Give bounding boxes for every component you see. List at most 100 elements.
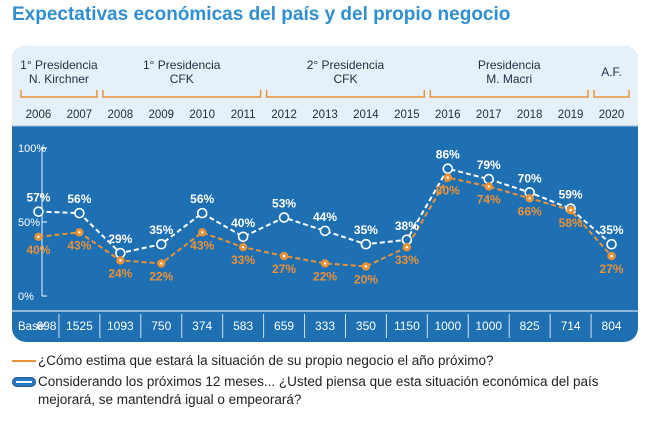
country-data-label: 29%	[108, 232, 132, 246]
base-value: 583	[233, 319, 253, 333]
country-data-label: 35%	[354, 223, 378, 237]
period-label: 1° Presidencia	[20, 58, 98, 72]
business-point-center	[37, 235, 40, 238]
country-data-label: 35%	[149, 223, 173, 237]
year-label: 2008	[108, 109, 134, 121]
business-data-label: 33%	[231, 253, 255, 267]
period-label: A.F.	[601, 65, 622, 79]
base-value: 659	[274, 319, 294, 333]
y-tick-label: 50%	[18, 217, 40, 229]
period-bracket	[102, 90, 262, 98]
base-value: 1093	[107, 319, 134, 333]
year-label: 2006	[26, 109, 52, 121]
business-point-center	[323, 262, 327, 265]
period-label: CFK	[170, 72, 194, 86]
base-value: 1525	[66, 319, 93, 333]
country-point	[74, 207, 85, 219]
white-line-swatch	[12, 377, 36, 387]
base-value: 698	[36, 319, 56, 333]
year-label: 2015	[394, 109, 420, 121]
business-data-label: 40%	[26, 243, 50, 257]
business-data-label: 58%	[559, 216, 583, 230]
country-data-label: 35%	[600, 223, 624, 237]
year-label: 2011	[231, 109, 256, 121]
country-point	[196, 207, 208, 219]
y-tick-label: 0%	[18, 291, 34, 303]
business-data-label: 33%	[395, 253, 419, 267]
country-point	[237, 231, 249, 243]
year-label: 2009	[148, 109, 174, 121]
country-data-label: 57%	[26, 191, 50, 205]
business-data-label: 22%	[149, 269, 173, 283]
business-point-center	[241, 245, 245, 249]
country-point	[319, 225, 331, 237]
business-point-center	[446, 176, 449, 179]
base-value: 1150	[394, 319, 420, 333]
country-data-label: 56%	[190, 192, 214, 206]
period-bracket	[265, 90, 426, 98]
business-data-label: 24%	[108, 266, 132, 280]
base-value: 333	[315, 319, 335, 333]
business-data-label: 74%	[477, 192, 501, 206]
country-point	[33, 206, 44, 217]
country-point	[115, 247, 126, 259]
business-data-label: 22%	[313, 269, 337, 283]
country-data-label: 59%	[559, 188, 583, 202]
year-label: 2010	[189, 109, 215, 121]
country-point	[155, 238, 167, 250]
business-point-center	[610, 254, 613, 258]
year-label: 2014	[353, 109, 379, 121]
business-data-label: 43%	[67, 238, 91, 252]
business-data-label: 27%	[600, 262, 624, 276]
business-series-line	[38, 176, 613, 268]
period-bracket	[429, 90, 589, 98]
country-data-label: 70%	[518, 171, 542, 185]
period-label: N. Kirchner	[29, 72, 89, 86]
period-label: Presidencia	[478, 58, 541, 72]
year-label: 2007	[67, 109, 93, 121]
business-point-center	[528, 197, 531, 200]
country-data-label: 56%	[67, 192, 91, 206]
country-data-label: 40%	[231, 216, 255, 230]
base-value: 750	[151, 319, 171, 333]
legend-label-country: Considerando los próximos 12 meses... ¿U…	[38, 374, 599, 407]
country-point	[442, 163, 454, 175]
business-point-center	[201, 231, 204, 234]
business-point-center	[78, 231, 81, 234]
period-label: M. Macri	[486, 72, 532, 86]
country-data-label: 44%	[313, 210, 337, 224]
orange-line-swatch	[12, 360, 36, 362]
base-value: 1000	[434, 319, 461, 333]
country-data-label: 79%	[477, 158, 501, 172]
country-data-label: 38%	[395, 219, 419, 233]
country-point	[606, 238, 617, 250]
business-point-center	[160, 262, 163, 265]
country-data-label: 86%	[436, 148, 460, 162]
base-value: 1000	[475, 319, 502, 333]
period-bracket	[20, 90, 98, 98]
business-data-label: 66%	[518, 204, 542, 218]
base-value: 374	[192, 319, 212, 333]
legend-label-business: ¿Cómo estima que estará la situación de …	[38, 353, 494, 368]
base-label: Base:	[18, 321, 47, 333]
country-point	[360, 238, 372, 250]
business-data-label: 80%	[436, 184, 460, 198]
business-point-center	[487, 185, 490, 188]
business-point-center	[569, 208, 572, 212]
country-point	[483, 173, 495, 185]
year-label: 2018	[517, 109, 543, 121]
country-point	[401, 234, 413, 246]
period-label: 2° Presidencia	[307, 58, 385, 72]
base-value: 714	[561, 319, 581, 333]
country-data-label: 53%	[272, 197, 296, 211]
year-label: 2019	[558, 109, 584, 121]
business-data-label: 43%	[190, 238, 214, 252]
business-data-label: 20%	[354, 272, 378, 286]
year-label: 2017	[476, 109, 502, 121]
year-label: 2012	[271, 109, 297, 121]
business-point-center	[282, 254, 286, 258]
period-label: CFK	[333, 72, 357, 86]
year-label: 2020	[599, 109, 625, 121]
y-tick-label: 100%	[18, 143, 46, 155]
